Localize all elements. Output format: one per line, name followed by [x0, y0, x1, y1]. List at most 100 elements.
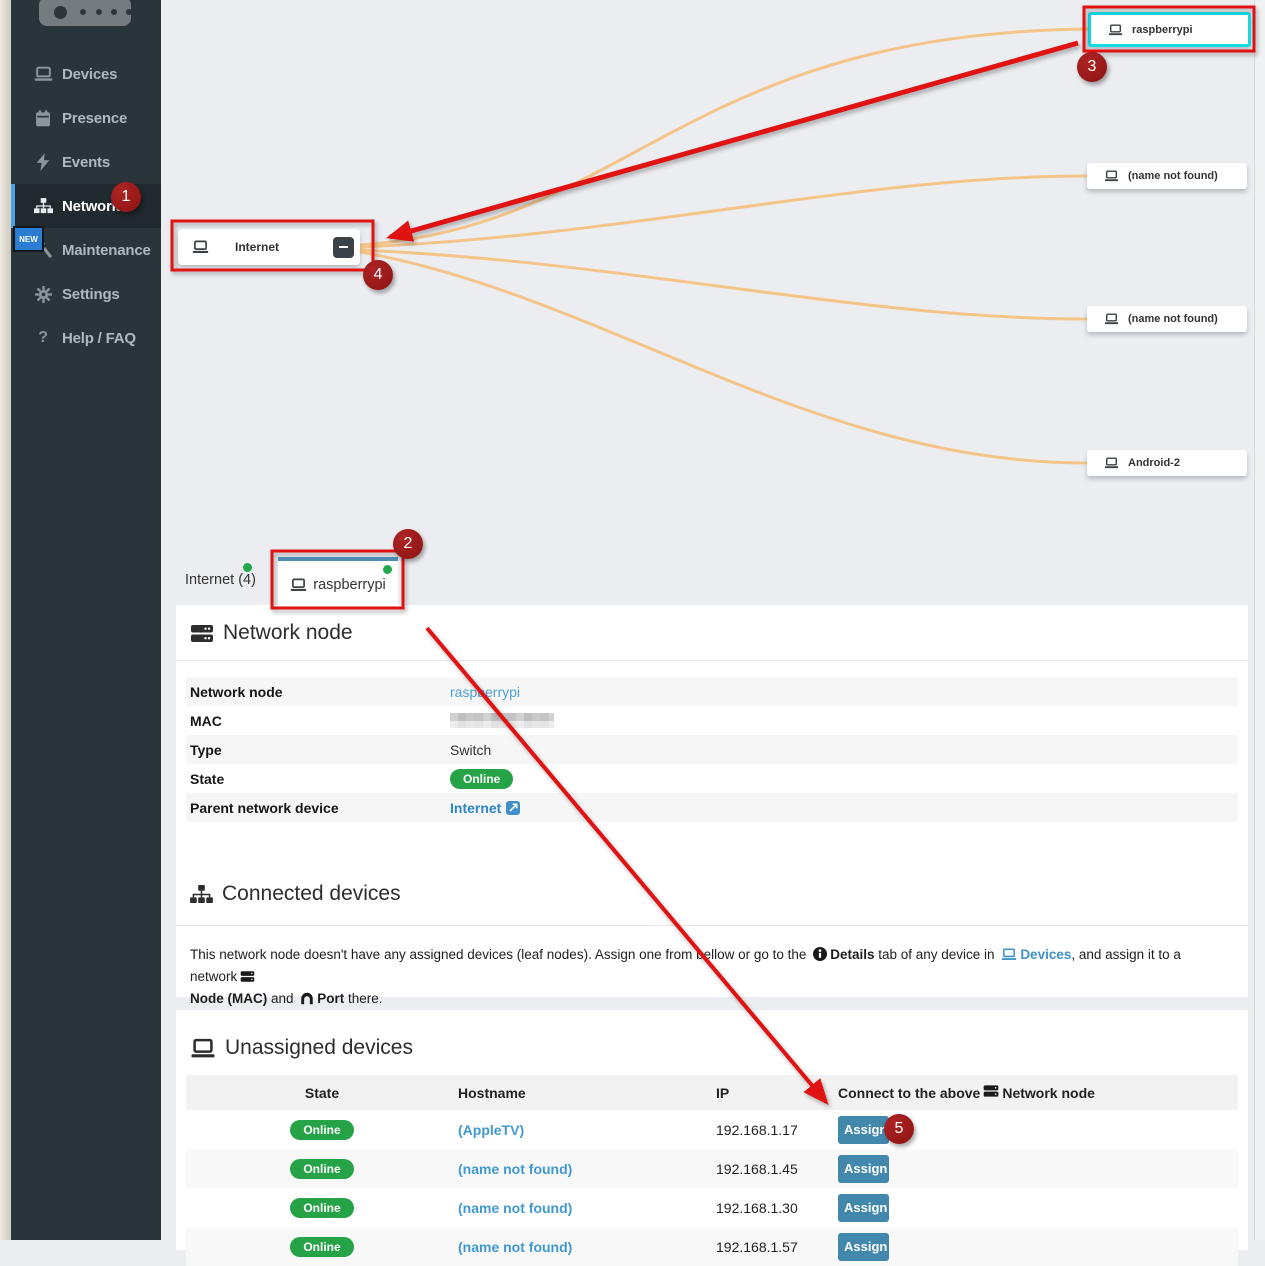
table-header-row: State Hostname IP Connect to the above N…: [186, 1075, 1238, 1110]
logo-dot: [126, 9, 132, 15]
port-icon: [300, 991, 314, 1011]
hostname-link[interactable]: (name not found): [458, 1199, 573, 1216]
table-row: Online (name not found) 192.168.1.30 Ass…: [186, 1188, 1238, 1227]
ip-value: 192.168.1.57: [716, 1238, 798, 1255]
ip-value: 192.168.1.30: [716, 1199, 798, 1216]
tab-label: raspberrypi: [313, 577, 386, 593]
node-name-link[interactable]: raspberrypi: [450, 683, 521, 700]
diagram-node-android-2[interactable]: Android-2: [1087, 450, 1247, 476]
assign-button[interactable]: Assign: [838, 1232, 889, 1261]
detail-row: MAC: [186, 706, 1238, 735]
laptop-icon: [290, 578, 307, 592]
node-label: (name not found): [1128, 313, 1218, 325]
network-node-panel: Network node Network node raspberrypi MA…: [176, 605, 1248, 1006]
section-title: Unassigned devices: [225, 1036, 413, 1059]
sidebar: NEW Devices Presence Events Network: [11, 0, 161, 1240]
collapse-node-button[interactable]: [333, 236, 354, 258]
sidebar-item-events[interactable]: Events: [11, 140, 161, 184]
status-badge: Online: [290, 1158, 354, 1179]
sidebar-nav: Devices Presence Events Network Maintena…: [11, 52, 161, 360]
node-label: (name not found): [1128, 170, 1218, 182]
detail-row: Type Switch: [186, 735, 1238, 764]
unassigned-devices-heading: Unassigned devices: [190, 1036, 413, 1060]
laptop-icon: [1104, 313, 1119, 325]
network-node-details: Network node raspberrypi MAC Type Switch…: [186, 677, 1238, 822]
detail-label: MAC: [190, 712, 222, 729]
detail-label: Network node: [190, 683, 283, 700]
minus-icon: [339, 246, 348, 248]
sidebar-item-devices[interactable]: Devices: [11, 52, 161, 96]
network-node-heading: Network node: [190, 621, 353, 645]
scrollbar-track[interactable]: [1254, 0, 1265, 1240]
logo-dot: [96, 9, 102, 15]
hostname-link[interactable]: (name not found): [458, 1160, 573, 1177]
parent-device-link[interactable]: Internet: [450, 799, 521, 816]
sitemap-icon: [190, 884, 213, 904]
header-connect-post: Network node: [1002, 1084, 1095, 1101]
devices-link[interactable]: Devices: [1020, 947, 1072, 962]
status-badge: Online: [290, 1119, 354, 1140]
diagram-node-unnamed-2[interactable]: (name not found): [1087, 306, 1247, 332]
new-badge: NEW: [13, 226, 44, 252]
logo-dot: [80, 9, 86, 15]
table-row: Online (name not found) 192.168.1.45 Ass…: [186, 1149, 1238, 1188]
detail-row: State Online: [186, 764, 1238, 793]
desc-bold: Details: [830, 947, 875, 962]
laptop-icon: [33, 66, 53, 82]
tab-internet[interactable]: Internet (4): [185, 572, 256, 588]
type-value: Switch: [450, 741, 492, 758]
logo-dot: [111, 9, 117, 15]
server-icon: [240, 969, 255, 989]
node-label: Internet: [235, 240, 280, 254]
sidebar-item-network[interactable]: Network: [11, 184, 161, 228]
gear-icon: [33, 285, 53, 303]
diagram-node-raspberrypi[interactable]: raspberrypi: [1088, 12, 1251, 47]
calendar-icon: [33, 109, 53, 127]
ip-value: 192.168.1.17: [716, 1121, 798, 1138]
assign-button[interactable]: Assign: [838, 1154, 889, 1183]
section-title: Connected devices: [222, 882, 401, 905]
app-logo: [39, 0, 132, 26]
sidebar-item-label: Network: [62, 197, 120, 215]
server-icon: [983, 1084, 999, 1101]
detail-label: Parent network device: [190, 799, 339, 816]
divider: [176, 660, 1248, 661]
sidebar-item-help[interactable]: ? Help / FAQ: [11, 316, 161, 360]
online-dot: [383, 565, 392, 574]
detail-row: Network node raspberrypi: [186, 677, 1238, 706]
hostname-link[interactable]: (name not found): [458, 1238, 573, 1255]
header-state: State: [304, 1084, 340, 1101]
sidebar-item-settings[interactable]: Settings: [11, 272, 161, 316]
server-icon: [190, 623, 214, 644]
connected-devices-description: This network node doesn't have any assig…: [190, 945, 1230, 1011]
diagram-node-internet[interactable]: Internet: [178, 229, 360, 265]
assign-button[interactable]: Assign: [838, 1193, 889, 1222]
desc-text: tab of any device in: [874, 947, 999, 962]
desc-text: there.: [344, 991, 383, 1006]
header-ip: IP: [716, 1084, 730, 1101]
tab-raspberrypi[interactable]: raspberrypi: [278, 557, 398, 609]
desktop-background-strip: [0, 0, 11, 1240]
desc-text: , and assign it to a network: [190, 947, 1181, 984]
detail-row: Parent network device Internet: [186, 793, 1238, 822]
laptop-icon: [1104, 170, 1119, 182]
header-connect-pre: Connect to the above: [838, 1084, 981, 1101]
laptop-icon: [1001, 947, 1017, 967]
diagram-node-unnamed-1[interactable]: (name not found): [1087, 163, 1247, 189]
sidebar-item-label: Presence: [62, 109, 128, 127]
question-icon: ?: [38, 329, 48, 346]
sidebar-item-label: Devices: [62, 65, 118, 83]
node-label: raspberrypi: [1132, 23, 1193, 36]
assign-button[interactable]: Assign: [838, 1115, 889, 1144]
unassigned-devices-panel: Unassigned devices State Hostname IP Con…: [176, 1010, 1248, 1266]
desc-text: This network node doesn't have any assig…: [190, 947, 811, 962]
sidebar-item-label: Events: [62, 153, 110, 171]
hostname-link[interactable]: (AppleTV): [458, 1121, 525, 1138]
online-dot: [243, 563, 252, 572]
table-row: Online (AppleTV) 192.168.1.17 Assign: [186, 1110, 1238, 1149]
laptop-icon: [192, 240, 209, 254]
external-link-icon: [506, 800, 521, 815]
detail-label: Type: [190, 741, 222, 758]
parent-device-label: Internet: [450, 799, 502, 816]
sidebar-item-presence[interactable]: Presence: [11, 96, 161, 140]
